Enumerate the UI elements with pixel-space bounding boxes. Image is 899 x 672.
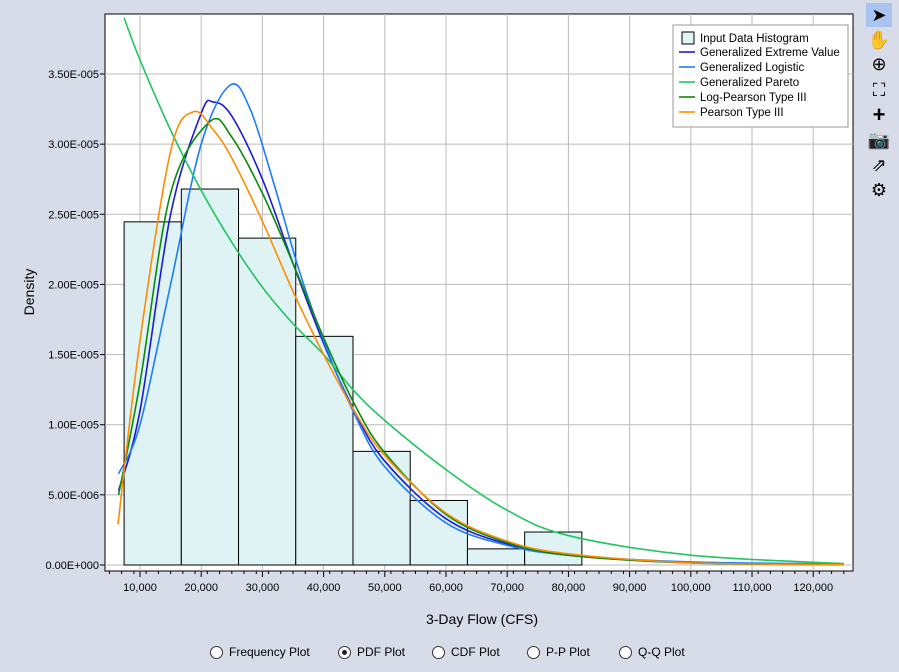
radio-circle[interactable] [432, 645, 445, 659]
legend-label: Generalized Extreme Value [700, 47, 840, 59]
radio-frequency-plot[interactable]: Frequency Plot [210, 645, 310, 659]
add-icon[interactable]: + [872, 102, 886, 127]
x-tick-label: 90,000 [613, 582, 647, 594]
x-tick-label: 80,000 [552, 582, 586, 594]
legend-label: Pearson Type III [700, 107, 784, 119]
legend-label: Generalized Logistic [700, 62, 804, 74]
histogram-bar [295, 335, 354, 566]
histogram-bar [409, 499, 468, 566]
histogram-bar [352, 450, 411, 566]
y-axis-label: Density [21, 269, 37, 316]
x-tick-label: 60,000 [429, 582, 463, 594]
camera-icon[interactable]: 📷 [867, 129, 891, 150]
legend-label: Input Data Histogram [700, 33, 809, 45]
legend-swatch [681, 31, 695, 45]
histogram-bar [238, 237, 297, 566]
x-tick-label: 20,000 [184, 582, 218, 594]
legend-label: Log-Pearson Type III [700, 92, 807, 104]
pointer-icon[interactable]: ➤ [866, 3, 892, 27]
radio-circle[interactable] [527, 645, 540, 659]
radio-pdf-plot[interactable]: PDF Plot [338, 645, 405, 659]
radio-label: P-P Plot [546, 645, 590, 659]
pan-hand-icon[interactable]: ✋ [867, 29, 891, 50]
series-line-log-pearson-type-iii [117, 117, 844, 566]
export-icon[interactable]: ⇗ [871, 154, 887, 175]
radio-qq-plot[interactable]: Q-Q Plot [619, 645, 685, 659]
radio-label: Q-Q Plot [638, 645, 685, 659]
y-tick-label: 5.00E-006 [48, 490, 99, 502]
x-tick-label: 120,000 [793, 582, 833, 594]
y-tick-label: 0.00E+000 [45, 560, 99, 572]
radio-circle[interactable] [210, 645, 223, 659]
x-tick-label: 30,000 [246, 582, 280, 594]
radio-circle[interactable] [338, 645, 351, 659]
y-tick-label: 1.50E-005 [48, 350, 99, 362]
radio-label: Frequency Plot [229, 645, 310, 659]
pdf-chart[interactable]: 10,000 20,000 30,000 40,000 50,000 60,000 70,0… [0, 0, 860, 640]
x-tick-label: 110,000 [733, 582, 772, 594]
histogram-bar [466, 548, 526, 566]
x-axis-label: 3-Day Flow (CFS) [426, 611, 538, 627]
y-tick-label: 3.50E-005 [48, 69, 99, 81]
x-tick-label: 70,000 [490, 582, 524, 594]
x-tick-label: 10,000 [123, 582, 157, 594]
radio-label: PDF Plot [357, 645, 406, 659]
y-tick-label: 3.00E-005 [48, 139, 99, 151]
settings-icon[interactable]: ⚙ [870, 179, 888, 200]
series-line-pearson-type-iii [117, 110, 844, 566]
y-tick-label: 1.00E-005 [48, 420, 99, 432]
zoom-fit-icon[interactable]: ⛶ [872, 79, 886, 100]
radio-cdf-plot[interactable]: CDF Plot [432, 645, 500, 659]
radio-circle[interactable] [619, 645, 632, 659]
y-tick-label: 2.00E-005 [48, 279, 99, 291]
x-tick-label: 40,000 [307, 582, 341, 594]
radio-label: CDF Plot [451, 645, 500, 659]
histogram-bar [180, 188, 240, 566]
x-tick-label: 50,000 [368, 582, 402, 594]
radio-pp-plot[interactable]: P-P Plot [527, 645, 590, 659]
y-tick-label: 2.50E-005 [48, 209, 99, 221]
legend-label: Generalized Pareto [700, 77, 799, 89]
x-tick-label: 100,000 [671, 582, 711, 594]
zoom-in-icon[interactable]: ⊕ [871, 53, 887, 74]
legend [672, 24, 849, 128]
